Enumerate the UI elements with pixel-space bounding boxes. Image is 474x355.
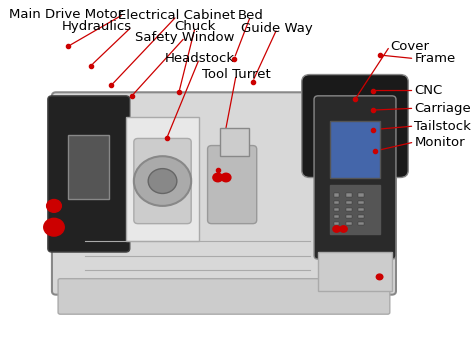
Bar	[334, 222, 339, 225]
Circle shape	[376, 274, 383, 280]
Bar	[334, 201, 339, 204]
Bar	[330, 121, 380, 178]
Circle shape	[148, 169, 177, 193]
Text: Cover: Cover	[390, 40, 429, 53]
Bar	[334, 193, 339, 197]
Text: Monitor: Monitor	[414, 136, 465, 148]
Text: CNC: CNC	[414, 84, 443, 97]
Bar	[358, 201, 364, 204]
Bar	[346, 215, 352, 218]
FancyBboxPatch shape	[134, 138, 191, 224]
Text: Frame: Frame	[414, 52, 456, 65]
Bar	[358, 222, 364, 225]
FancyBboxPatch shape	[208, 146, 257, 224]
FancyBboxPatch shape	[314, 96, 396, 259]
Bar	[346, 222, 352, 225]
Circle shape	[44, 218, 64, 236]
Text: Carriage: Carriage	[414, 102, 471, 115]
Bar	[330, 185, 380, 234]
Bar	[358, 215, 364, 218]
Text: Tool Turret: Tool Turret	[202, 68, 271, 81]
Circle shape	[340, 226, 347, 232]
FancyBboxPatch shape	[302, 75, 408, 178]
Bar	[346, 208, 352, 211]
Text: Bed: Bed	[237, 10, 264, 22]
Circle shape	[134, 156, 191, 206]
Circle shape	[213, 173, 223, 182]
Text: Safety Window: Safety Window	[135, 31, 235, 44]
Text: Hydraulics: Hydraulics	[62, 20, 132, 33]
Text: Headstock: Headstock	[164, 52, 235, 65]
Circle shape	[333, 226, 340, 232]
Text: Guide Way: Guide Way	[241, 22, 313, 35]
Bar	[358, 193, 364, 197]
Text: Main Drive Motor: Main Drive Motor	[9, 8, 124, 21]
Circle shape	[46, 200, 61, 212]
Bar	[334, 215, 339, 218]
Bar	[318, 252, 392, 291]
FancyBboxPatch shape	[48, 96, 130, 252]
Bar	[220, 128, 248, 156]
Bar	[126, 117, 200, 241]
Text: Chuck: Chuck	[174, 20, 216, 33]
Circle shape	[221, 173, 231, 182]
Bar	[346, 201, 352, 204]
FancyBboxPatch shape	[52, 92, 396, 295]
Bar	[68, 135, 109, 199]
Bar	[334, 208, 339, 211]
Text: Electrical Cabinet: Electrical Cabinet	[118, 10, 236, 22]
Bar	[358, 208, 364, 211]
Bar	[346, 193, 352, 197]
Text: Tailstock: Tailstock	[414, 120, 471, 132]
FancyBboxPatch shape	[58, 279, 390, 314]
